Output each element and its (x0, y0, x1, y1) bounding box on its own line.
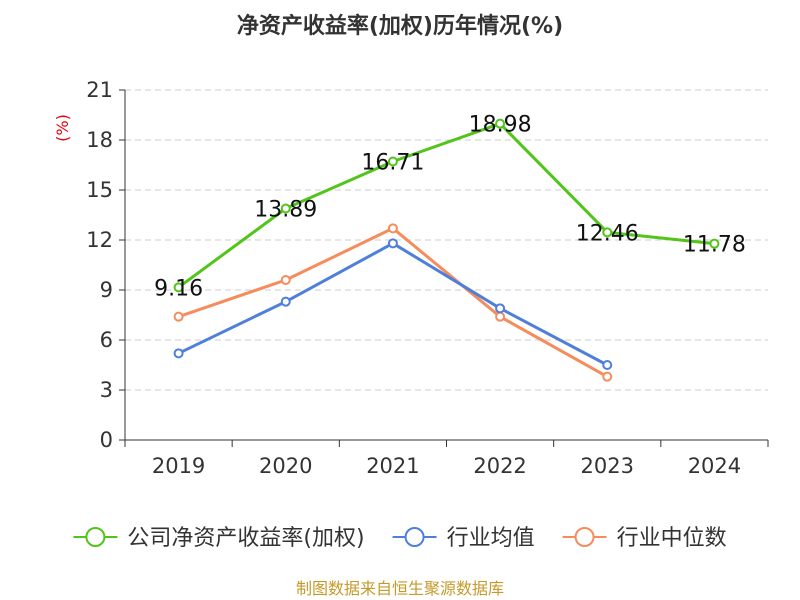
x-tick-label: 2021 (366, 454, 419, 478)
series-line-0 (177, 122, 715, 289)
y-tick-label: 15 (86, 178, 113, 202)
data-point[interactable] (280, 203, 291, 214)
legend-item-1[interactable]: 行业均值 (392, 526, 535, 551)
legend-item-0[interactable]: 公司净资产收益率(加权) (73, 526, 365, 551)
x-tick-label: 2022 (473, 454, 526, 478)
legend-marker-icon (85, 527, 106, 547)
data-point[interactable] (602, 227, 613, 238)
data-label: 9.16 (154, 276, 203, 301)
x-tick-label: 2023 (581, 454, 634, 478)
x-tick-label: 2019 (152, 454, 205, 478)
legend-label: 行业均值 (447, 526, 535, 551)
data-label: 11.78 (683, 233, 746, 258)
data-label: 13.89 (254, 198, 317, 223)
data-point[interactable] (387, 238, 398, 249)
data-point[interactable] (709, 238, 720, 249)
y-tick-label: 12 (86, 228, 113, 252)
y-tick-label: 3 (100, 378, 113, 402)
y-tick-label: 21 (86, 78, 113, 102)
data-label: 16.71 (361, 151, 424, 176)
axes: 0 3 6 9 12 15 18 21 2019 2020 2021 2022 2023 2024 (86, 78, 769, 478)
y-axis-unit-label: (%) (53, 114, 72, 142)
x-tick-label: 2020 (259, 454, 312, 478)
data-point[interactable] (495, 311, 506, 322)
data-source-note: 制图数据来自恒生聚源数据库 (296, 579, 504, 598)
data-point[interactable] (495, 303, 506, 314)
grid-lines (125, 89, 768, 391)
data-label: 12.46 (576, 221, 639, 246)
data-point[interactable] (280, 275, 291, 285)
data-label: 18.98 (469, 113, 532, 138)
legend-marker-icon (404, 527, 425, 547)
data-point[interactable] (387, 223, 398, 234)
x-tick-label: 2024 (688, 454, 741, 478)
data-point[interactable] (280, 296, 291, 307)
data-point[interactable] (602, 360, 613, 370)
series-line-2 (178, 226, 608, 378)
data-point[interactable] (387, 156, 398, 167)
series-line-1 (177, 241, 608, 367)
y-tick-label: 18 (86, 128, 113, 152)
data-point[interactable] (495, 118, 506, 129)
data-point[interactable] (173, 282, 184, 293)
legend-marker-icon (574, 527, 595, 547)
y-tick-label: 9 (100, 278, 113, 302)
data-point[interactable] (602, 371, 613, 382)
y-tick-label: 6 (100, 328, 113, 352)
y-tick-label: 0 (100, 428, 113, 452)
series-layer: 9.16 13.89 16.71 18.98 12.46 11.78 (154, 113, 746, 382)
legend[interactable]: 公司净资产收益率(加权) 行业均值 行业中位数 (73, 526, 727, 551)
legend-label: 行业中位数 (617, 526, 727, 551)
data-point[interactable] (173, 348, 184, 359)
data-point[interactable] (173, 311, 184, 322)
legend-item-2[interactable]: 行业中位数 (562, 526, 727, 551)
chart-title: 净资产收益率(加权)历年情况(%) (237, 13, 563, 39)
legend-label: 公司净资产收益率(加权) (127, 526, 364, 551)
